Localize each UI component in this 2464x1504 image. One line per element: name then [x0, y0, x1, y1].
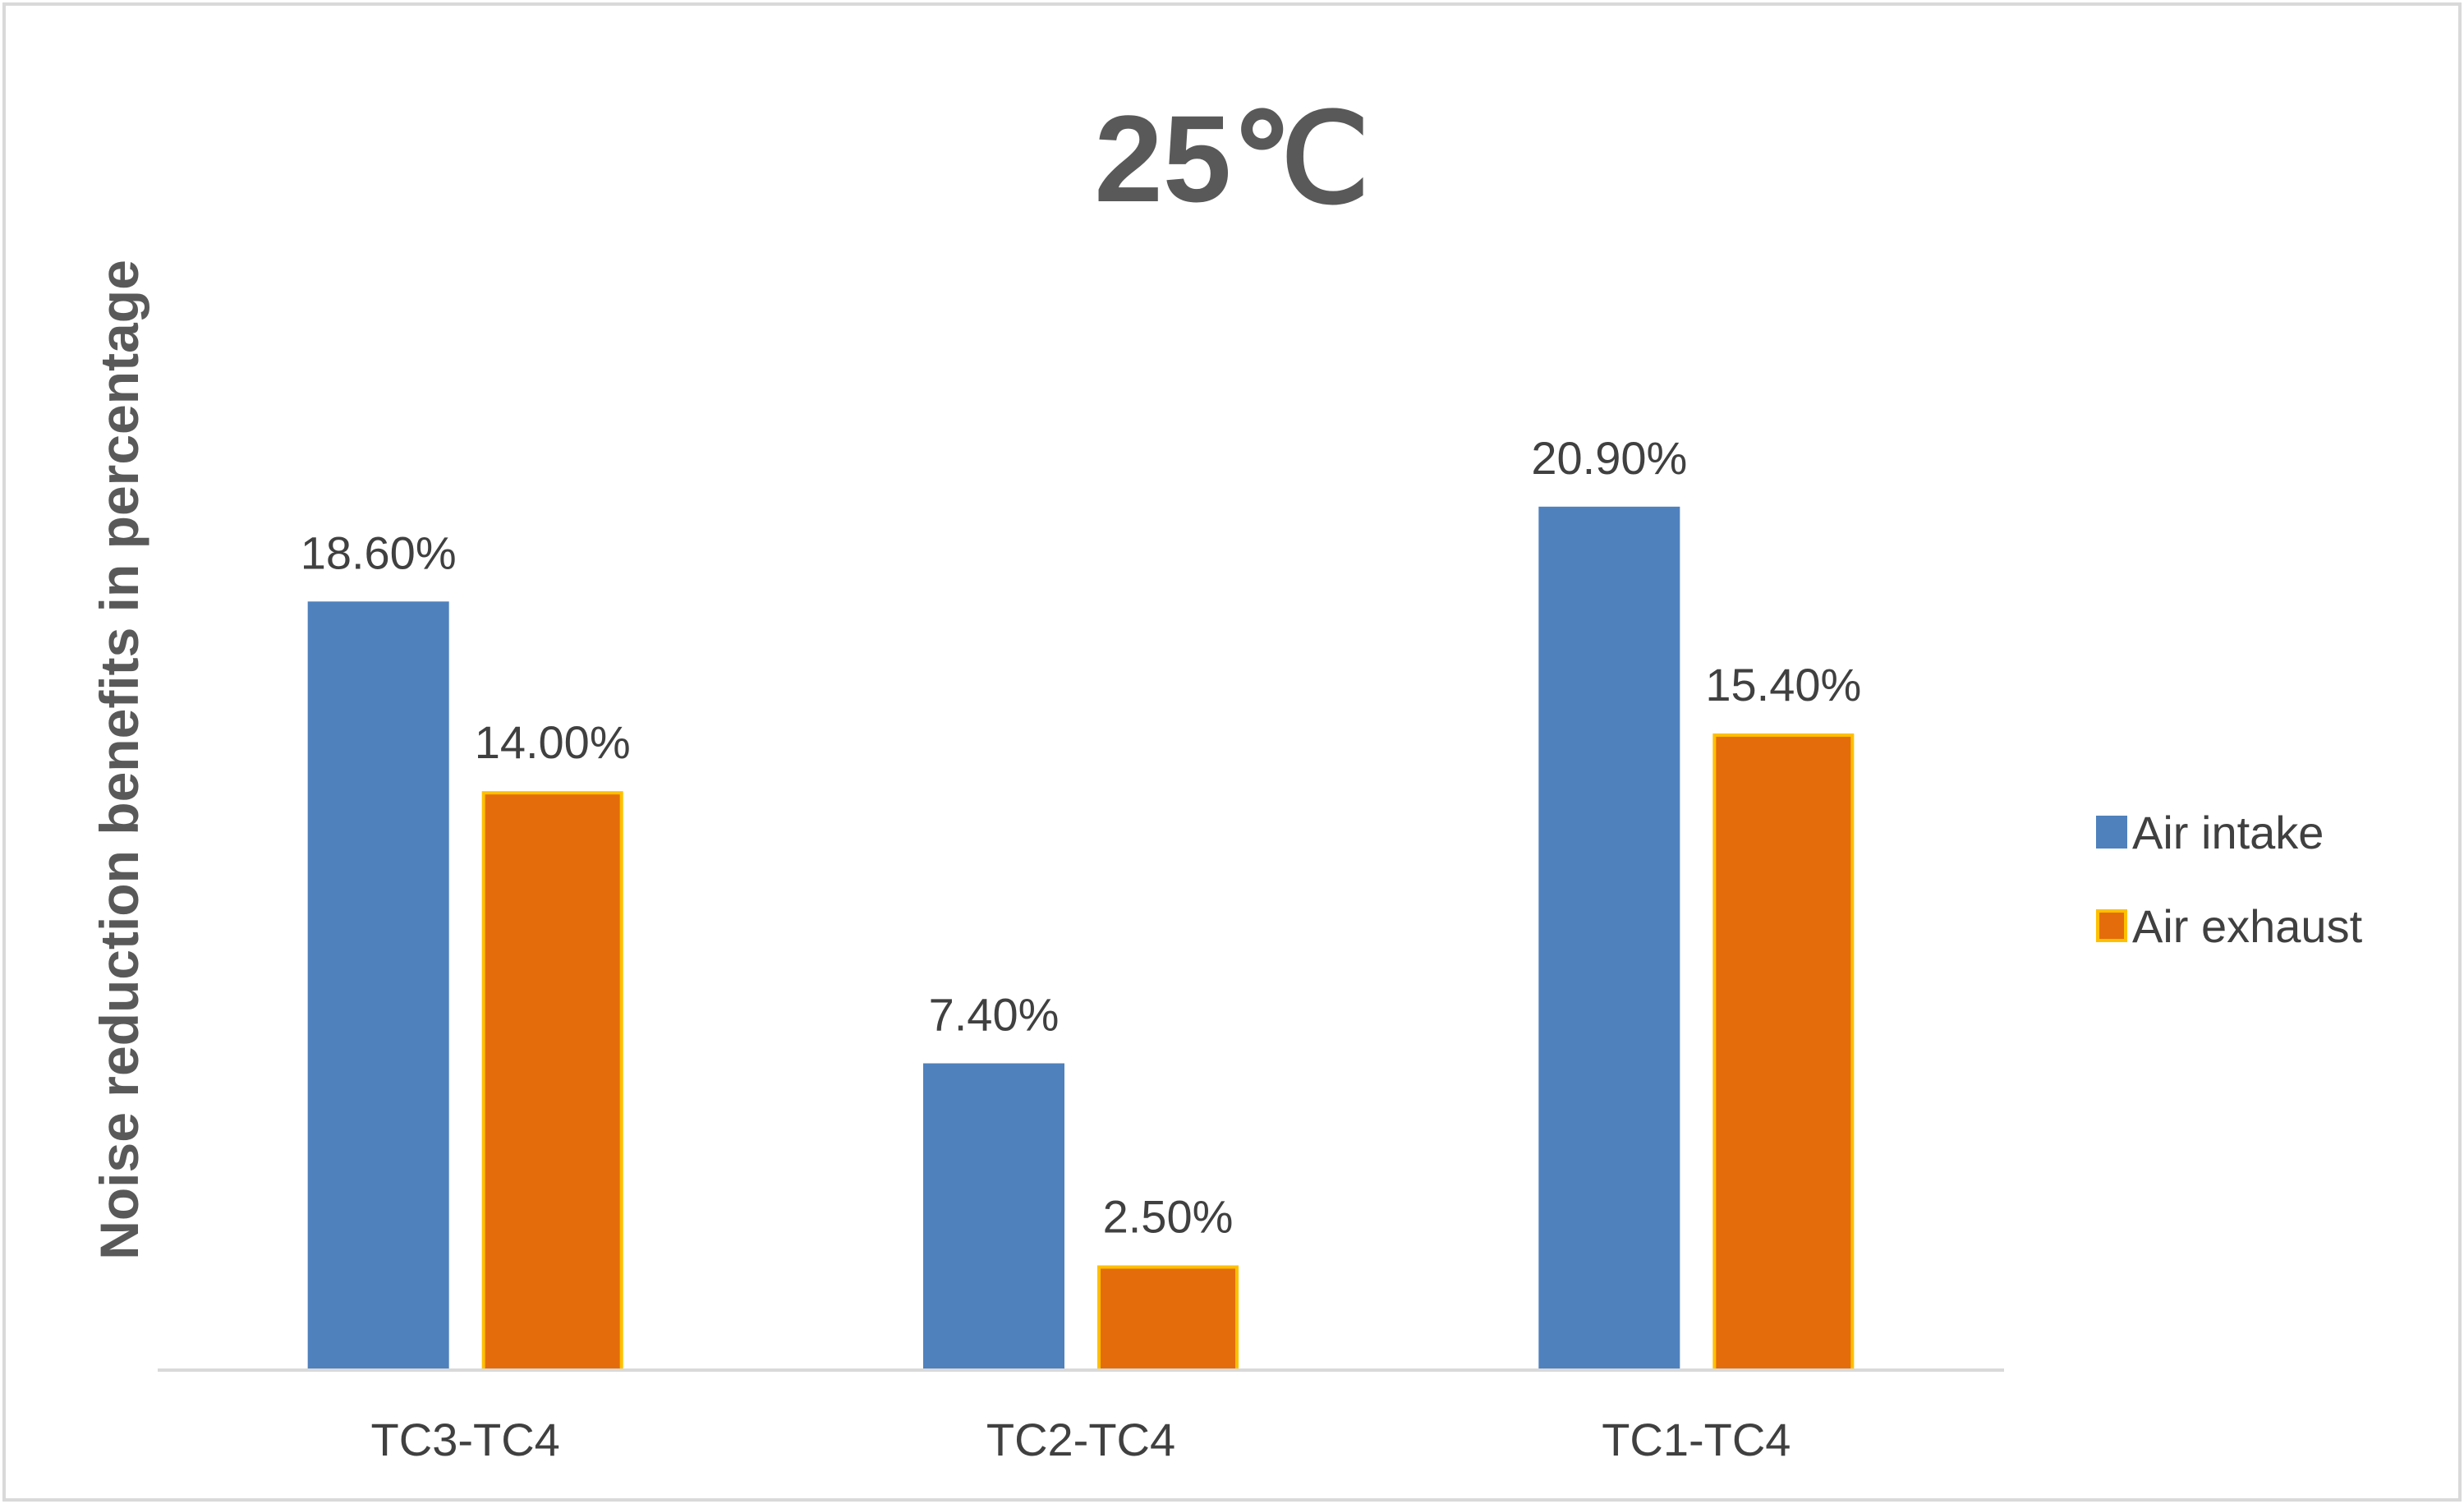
- legend-label-air-exhaust: Air exhaust: [2132, 900, 2363, 952]
- legend-swatch-air-intake: [2096, 816, 2127, 849]
- data-labels-layer: 18.60% 14.00% 7.40% 2.50% 20.90% 15.40%: [301, 432, 1862, 1243]
- data-label-air-intake-tc3-tc4: 18.60%: [301, 527, 457, 578]
- legend-item-air-exhaust[interactable]: Air exhaust: [2096, 900, 2363, 952]
- bar-air-exhaust-tc3-tc4: [481, 791, 623, 1372]
- legend-swatch-air-exhaust: [2096, 909, 2127, 942]
- bar-air-exhaust-tc1-tc4: [1712, 733, 1855, 1372]
- data-label-air-exhaust-tc2-tc4: 2.50%: [1103, 1191, 1234, 1243]
- x-tick-label-tc1-tc4: TC1-TC4: [1602, 1414, 1791, 1465]
- y-axis-label: Noise reduction benefits in percentage: [89, 260, 149, 1260]
- data-label-air-exhaust-tc1-tc4: 15.40%: [1705, 659, 1861, 711]
- bar-air-intake-tc2-tc4: [923, 1063, 1064, 1373]
- legend-item-air-intake[interactable]: Air intake: [2096, 807, 2324, 858]
- legend-label-air-intake: Air intake: [2132, 807, 2324, 858]
- bar-air-intake-tc3-tc4: [307, 601, 449, 1372]
- x-tick-labels: TC3-TC4 TC2-TC4 TC1-TC4: [371, 1414, 1791, 1465]
- data-label-air-intake-tc1-tc4: 20.90%: [1531, 432, 1687, 484]
- bar-air-exhaust-tc2-tc4: [1097, 1265, 1239, 1372]
- data-label-air-exhaust-tc3-tc4: 14.00%: [475, 716, 631, 768]
- data-label-air-intake-tc2-tc4: 7.40%: [929, 989, 1060, 1041]
- bars-layer: [307, 506, 1855, 1373]
- x-tick-label-tc2-tc4: TC2-TC4: [986, 1414, 1175, 1465]
- legend[interactable]: Air intake Air exhaust: [2096, 807, 2363, 952]
- bar-air-intake-tc1-tc4: [1538, 506, 1680, 1373]
- x-tick-label-tc3-tc4: TC3-TC4: [371, 1414, 560, 1465]
- chart-title: 25℃: [1094, 90, 1369, 228]
